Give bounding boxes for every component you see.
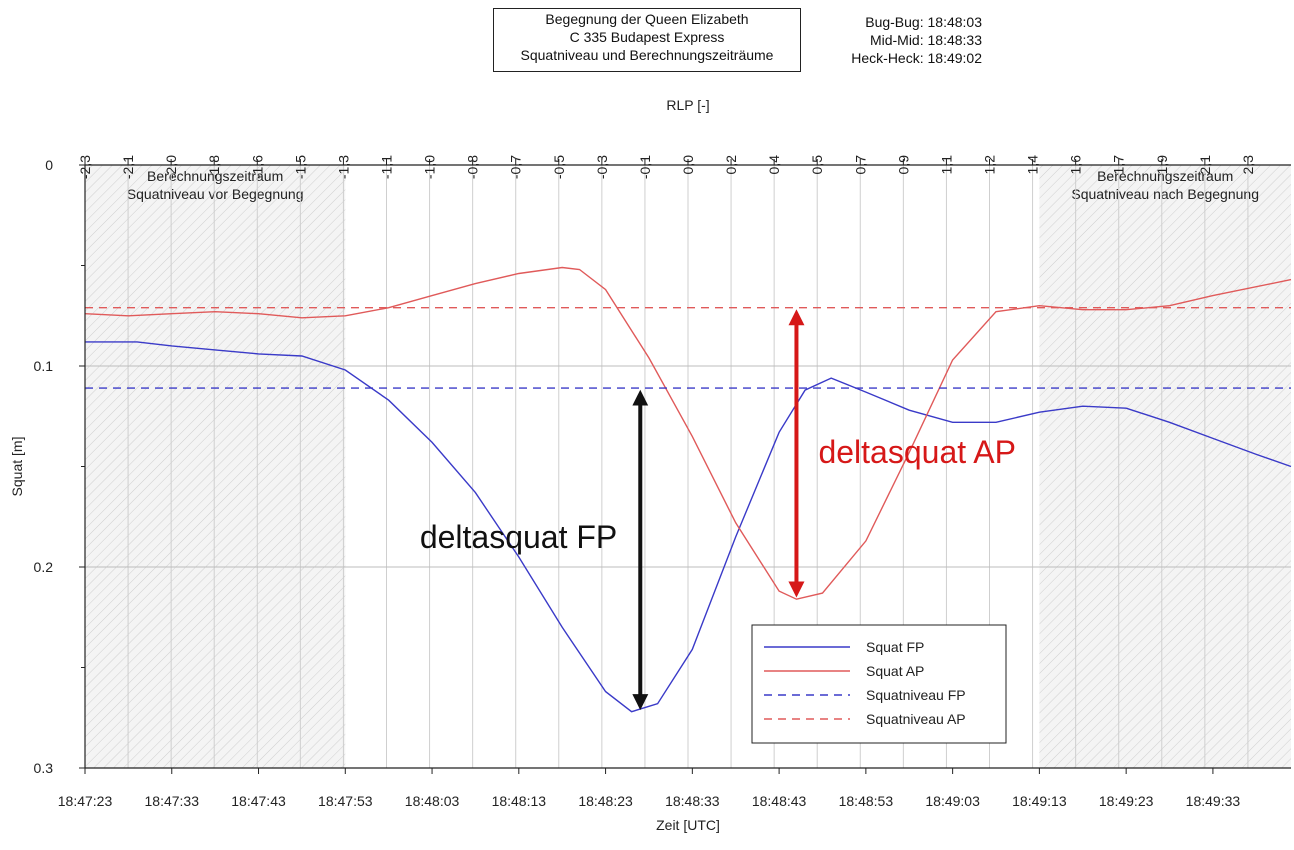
series-line-squat-ap bbox=[84, 266, 1292, 600]
y-tick-label: 0 bbox=[45, 157, 53, 173]
x-tick-label: 18:47:53 bbox=[318, 793, 373, 809]
legend-label: Squatniveau AP bbox=[866, 711, 966, 727]
x-tick-label: 18:48:13 bbox=[492, 793, 547, 809]
region-1-label-2: Squatniveau vor Begegnung bbox=[127, 186, 304, 202]
legend-label: Squat FP bbox=[866, 639, 924, 655]
time-bug-bug: Bug-Bug: 18:48:03 bbox=[865, 14, 982, 30]
rlp-tick-label: -2,0 bbox=[163, 155, 179, 179]
legend-box bbox=[751, 624, 1007, 744]
title-line-3: Squatniveau und Berechnungszeiträume bbox=[520, 47, 774, 63]
y-tick-label: 0.1 bbox=[34, 358, 54, 374]
rlp-tick-label: -0,1 bbox=[637, 155, 653, 179]
title-line-1: Begegnung der Queen Elizabeth bbox=[545, 11, 749, 27]
rlp-tick-label: -1,1 bbox=[379, 155, 395, 179]
legend: Squat FP Squat AP Squatniveau FP Squatnivea… bbox=[751, 624, 1007, 744]
region-2-label-2: Squatniveau nach Begegnung bbox=[1071, 186, 1259, 202]
x-tick-label: 18:49:23 bbox=[1099, 793, 1154, 809]
y-axis-label: Squat [m] bbox=[9, 437, 25, 497]
x-tick-label: 18:47:33 bbox=[145, 793, 200, 809]
x-tick-label: 18:49:13 bbox=[1012, 793, 1067, 809]
passage-times: Bug-Bug: 18:48:03 Mid-Mid: 18:48:33 Heck… bbox=[812, 13, 982, 67]
time-heck-heck: Heck-Heck: 18:49:02 bbox=[851, 50, 982, 66]
region-1-label-1: Berechnungszeitraum bbox=[147, 168, 283, 184]
series-lines bbox=[84, 266, 1292, 713]
x-tick-label: 18:48:03 bbox=[405, 793, 460, 809]
rlp-tick-label: -1,6 bbox=[249, 155, 265, 179]
x-tick-label: 18:47:23 bbox=[58, 793, 113, 809]
chart-title-box: Begegnung der Queen Elizabeth C 335 Buda… bbox=[493, 8, 801, 72]
x-tick-label: 18:47:43 bbox=[231, 793, 286, 809]
rlp-tick-label: -1,5 bbox=[292, 155, 308, 179]
legend-label: Squatniveau FP bbox=[866, 687, 966, 703]
x-tick-label: 18:49:03 bbox=[925, 793, 980, 809]
series-line-squat-fp bbox=[85, 341, 1292, 713]
region-2 bbox=[1039, 165, 1291, 768]
rlp-tick-label: -1,3 bbox=[335, 155, 351, 179]
y-tick-label: 0.2 bbox=[34, 559, 54, 575]
x-tick-label: 18:48:33 bbox=[665, 793, 720, 809]
legend-label: Squat AP bbox=[866, 663, 924, 679]
rlp-tick-label: -0,3 bbox=[594, 155, 610, 179]
rlp-tick-label: -0,8 bbox=[465, 155, 481, 179]
rlp-tick-label: -0,7 bbox=[508, 155, 524, 179]
axes: -2,3 -2,1 -2,0 -1,8 -1,6 -1,5 -1,3 -1,1 -1,0 -0,8… bbox=[9, 97, 1291, 833]
x-tick-label: 18:49:33 bbox=[1186, 793, 1241, 809]
x-axis-label: Zeit [UTC] bbox=[656, 817, 720, 833]
x-tick-label: 18:48:43 bbox=[752, 793, 807, 809]
x2-axis-label: RLP [-] bbox=[666, 97, 709, 113]
rlp-tick-label: -1,8 bbox=[206, 155, 222, 179]
x-tick-label: 18:48:23 bbox=[578, 793, 633, 809]
title-line-2: C 335 Budapest Express bbox=[569, 29, 725, 45]
annotation-label-1: deltasquat FP bbox=[420, 519, 617, 555]
region-1 bbox=[85, 165, 346, 768]
annotation-label-2: deltasquat AP bbox=[818, 434, 1015, 470]
annotations: deltasquat FP deltasquat AP bbox=[420, 309, 1016, 711]
time-mid-mid: Mid-Mid: 18:48:33 bbox=[869, 32, 982, 48]
rlp-tick-label: -2,1 bbox=[120, 155, 136, 179]
region-2-label-1: Berechnungszeitraum bbox=[1097, 168, 1233, 184]
y-tick-label: 0.3 bbox=[34, 760, 54, 776]
x-tick-label: 18:48:53 bbox=[839, 793, 894, 809]
rlp-tick-label: -1,0 bbox=[422, 155, 438, 179]
rlp-tick-label: -0,5 bbox=[551, 155, 567, 179]
